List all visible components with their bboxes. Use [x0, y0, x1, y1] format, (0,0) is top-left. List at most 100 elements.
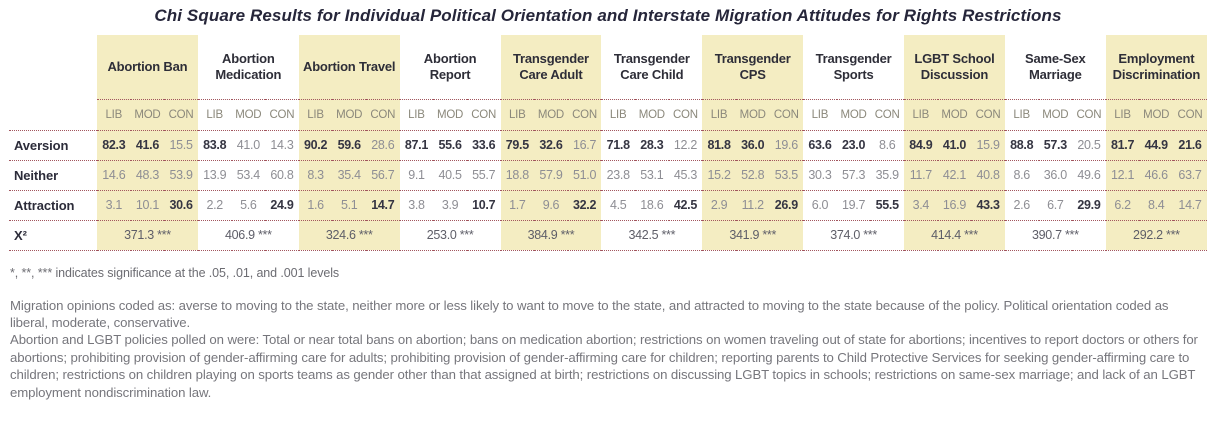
- column-header-transgender-care-adult: Transgender Care Adult: [500, 35, 602, 100]
- column-header-same-sex-marriage: Same-Sex Marriage: [1004, 35, 1106, 100]
- subheader-abortion-report-lib: LIB: [399, 99, 434, 131]
- cell-employment-discrimination-chi-square: 292.2 ***: [1105, 220, 1207, 251]
- cell-transgender-care-child-neither-lib: 23.8: [601, 160, 635, 191]
- cell-lgbt-school-discussion-attraction-con: 43.3: [971, 190, 1005, 221]
- subheader-same-sex-marriage-mod: MOD: [1038, 99, 1073, 131]
- cell-transgender-sports-aversion-lib: 63.6: [803, 130, 837, 161]
- cell-abortion-medication-attraction-lib: 2.2: [197, 190, 232, 221]
- cell-abortion-travel-neither-con: 56.7: [366, 160, 400, 191]
- cell-abortion-report-neither-lib: 9.1: [399, 160, 434, 191]
- cell-employment-discrimination-aversion-con: 21.6: [1173, 130, 1207, 161]
- cell-transgender-care-child-chi-square: 342.5 ***: [601, 220, 703, 251]
- column-header-abortion-travel: Abortion Travel: [298, 35, 400, 100]
- cell-transgender-care-adult-neither-con: 51.0: [567, 160, 602, 191]
- cell-abortion-ban-aversion-mod: 41.6: [130, 130, 165, 161]
- cell-transgender-care-adult-aversion-mod: 32.6: [534, 130, 568, 161]
- cell-transgender-sports-neither-con: 35.9: [870, 160, 904, 191]
- cell-abortion-travel-aversion-mod: 59.6: [332, 130, 366, 161]
- cell-employment-discrimination-aversion-lib: 81.7: [1105, 130, 1140, 161]
- cell-transgender-care-adult-attraction-con: 32.2: [567, 190, 602, 221]
- table-header: Abortion Ban Abortion Medication Abortion …: [9, 35, 1207, 131]
- row-label-attraction: Attraction: [9, 190, 97, 221]
- cell-transgender-cps-attraction-lib: 2.9: [702, 190, 736, 221]
- cell-transgender-care-child-attraction-con: 42.5: [668, 190, 703, 221]
- cell-transgender-care-adult-neither-lib: 18.8: [500, 160, 535, 191]
- cell-abortion-ban-neither-con: 53.9: [164, 160, 198, 191]
- figure-title: Chi Square Results for Individual Politi…: [154, 6, 1062, 25]
- cell-abortion-travel-neither-lib: 8.3: [298, 160, 333, 191]
- chi-square-results-table: Abortion Ban Abortion Medication Abortion …: [9, 35, 1207, 251]
- cell-abortion-report-attraction-lib: 3.8: [399, 190, 434, 221]
- subheader-same-sex-marriage-con: CON: [1072, 99, 1106, 131]
- cell-same-sex-marriage-chi-square: 390.7 ***: [1004, 220, 1106, 251]
- significance-note: *, **, *** indicates significance at the…: [10, 265, 340, 280]
- cell-transgender-care-child-neither-con: 45.3: [668, 160, 703, 191]
- cell-same-sex-marriage-attraction-con: 29.9: [1072, 190, 1106, 221]
- table-subheader-corner-cell: [9, 99, 97, 131]
- cell-same-sex-marriage-neither-con: 49.6: [1072, 160, 1106, 191]
- row-label-chi-square: X²: [9, 220, 97, 251]
- column-header-abortion-report: Abortion Report: [399, 35, 501, 100]
- cell-abortion-report-attraction-con: 10.7: [466, 190, 501, 221]
- subheader-abortion-report-mod: MOD: [433, 99, 467, 131]
- subheader-abortion-medication-mod: MOD: [231, 99, 266, 131]
- cell-abortion-report-aversion-mod: 55.6: [433, 130, 467, 161]
- cell-transgender-sports-aversion-con: 8.6: [870, 130, 904, 161]
- column-header-transgender-care-child: Transgender Care Child: [601, 35, 703, 100]
- subheader-transgender-sports-lib: LIB: [803, 99, 837, 131]
- cell-transgender-care-child-aversion-con: 12.2: [668, 130, 703, 161]
- cell-lgbt-school-discussion-neither-con: 40.8: [971, 160, 1005, 191]
- cell-employment-discrimination-neither-con: 63.7: [1173, 160, 1207, 191]
- cell-same-sex-marriage-aversion-mod: 57.3: [1038, 130, 1073, 161]
- cell-abortion-medication-aversion-con: 14.3: [265, 130, 299, 161]
- cell-transgender-care-adult-aversion-lib: 79.5: [500, 130, 535, 161]
- cell-abortion-ban-attraction-mod: 10.1: [130, 190, 165, 221]
- subheader-lgbt-school-discussion-con: CON: [971, 99, 1005, 131]
- cell-transgender-care-adult-chi-square: 384.9 ***: [500, 220, 602, 251]
- cell-same-sex-marriage-aversion-lib: 88.8: [1004, 130, 1039, 161]
- subheader-transgender-sports-con: CON: [870, 99, 904, 131]
- cell-employment-discrimination-attraction-con: 14.7: [1173, 190, 1207, 221]
- cell-abortion-ban-attraction-lib: 3.1: [97, 190, 131, 221]
- subheader-employment-discrimination-mod: MOD: [1139, 99, 1173, 131]
- cell-abortion-ban-neither-lib: 14.6: [97, 160, 131, 191]
- subheader-transgender-cps-mod: MOD: [735, 99, 770, 131]
- column-header-abortion-ban: Abortion Ban: [97, 35, 198, 100]
- cell-abortion-medication-neither-con: 60.8: [265, 160, 299, 191]
- table-row-chi-square: X² 371.3 *** 406.9 *** 324.6 *** 253.0 *** 38…: [9, 220, 1207, 251]
- coding-note: Migration opinions coded as: averse to m…: [10, 297, 1169, 330]
- row-label-aversion: Aversion: [9, 130, 97, 161]
- cell-abortion-medication-neither-lib: 13.9: [197, 160, 232, 191]
- subheader-transgender-care-adult-lib: LIB: [500, 99, 535, 131]
- cell-lgbt-school-discussion-aversion-lib: 84.9: [904, 130, 938, 161]
- cell-abortion-ban-chi-square: 371.3 ***: [97, 220, 198, 251]
- cell-abortion-medication-chi-square: 406.9 ***: [197, 220, 299, 251]
- cell-abortion-medication-attraction-con: 24.9: [265, 190, 299, 221]
- subheader-abortion-travel-lib: LIB: [298, 99, 333, 131]
- subheader-transgender-cps-lib: LIB: [702, 99, 736, 131]
- cell-transgender-care-adult-neither-mod: 57.9: [534, 160, 568, 191]
- table-corner-cell: [9, 35, 97, 99]
- cell-transgender-sports-neither-mod: 57.3: [836, 160, 871, 191]
- subheader-same-sex-marriage-lib: LIB: [1004, 99, 1039, 131]
- cell-same-sex-marriage-attraction-mod: 6.7: [1038, 190, 1073, 221]
- column-group-header-row: Abortion Ban Abortion Medication Abortion …: [9, 35, 1207, 100]
- subheader-transgender-care-child-con: CON: [668, 99, 703, 131]
- cell-transgender-care-adult-attraction-lib: 1.7: [500, 190, 535, 221]
- cell-transgender-care-adult-aversion-con: 16.7: [567, 130, 602, 161]
- orientation-subheader-row: LIB MOD CON LIB MOD CON LIB MOD CON LIB MOD CON LIB M…: [9, 99, 1207, 131]
- cell-abortion-report-neither-con: 55.7: [466, 160, 501, 191]
- cell-same-sex-marriage-aversion-con: 20.5: [1072, 130, 1106, 161]
- subheader-lgbt-school-discussion-mod: MOD: [937, 99, 972, 131]
- cell-lgbt-school-discussion-chi-square: 414.4 ***: [904, 220, 1005, 251]
- cell-lgbt-school-discussion-aversion-mod: 41.0: [937, 130, 972, 161]
- cell-transgender-care-child-neither-mod: 53.1: [635, 160, 669, 191]
- cell-abortion-report-attraction-mod: 3.9: [433, 190, 467, 221]
- subheader-transgender-sports-mod: MOD: [836, 99, 871, 131]
- cell-transgender-cps-attraction-con: 26.9: [769, 190, 804, 221]
- cell-abortion-report-neither-mod: 40.5: [433, 160, 467, 191]
- cell-transgender-care-adult-attraction-mod: 9.6: [534, 190, 568, 221]
- table-row-attraction: Attraction 3.1 10.1 30.6 2.2 5.6 24.9 1.6 5.1 14.…: [9, 190, 1207, 221]
- subheader-transgender-cps-con: CON: [769, 99, 804, 131]
- subheader-abortion-medication-lib: LIB: [197, 99, 232, 131]
